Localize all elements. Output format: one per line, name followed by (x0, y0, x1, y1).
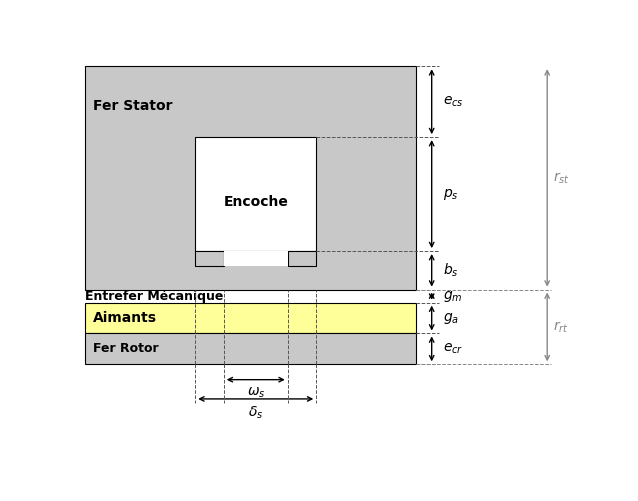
Bar (195, 137, 316, 251)
Text: $e_{cr}$: $e_{cr}$ (443, 342, 464, 356)
Text: Fer Stator: Fer Stator (93, 99, 172, 113)
Text: Encoche: Encoche (223, 195, 288, 209)
Text: $\omega_{s}$: $\omega_{s}$ (246, 386, 265, 400)
Text: $r_{st}$: $r_{st}$ (553, 170, 570, 186)
Bar (85, 334, 416, 364)
Text: $g_{a}$: $g_{a}$ (443, 311, 459, 326)
Text: $b_{s}$: $b_{s}$ (443, 262, 459, 279)
Text: Fer Rotor: Fer Rotor (93, 342, 158, 355)
Text: $r_{rt}$: $r_{rt}$ (553, 319, 569, 335)
Text: $p_{s}$: $p_{s}$ (443, 186, 459, 201)
Bar (85, 66, 416, 290)
Text: $\delta_{s}$: $\delta_{s}$ (248, 405, 263, 421)
Text: $g_{m}$: $g_{m}$ (443, 289, 463, 304)
Bar (288, 251, 316, 267)
Bar (195, 251, 224, 267)
Text: Aimants: Aimants (93, 311, 157, 325)
Bar (224, 251, 288, 267)
Text: Entrefer Mécanique: Entrefer Mécanique (85, 290, 223, 303)
Text: $e_{cs}$: $e_{cs}$ (443, 95, 464, 109)
Bar (85, 303, 416, 334)
